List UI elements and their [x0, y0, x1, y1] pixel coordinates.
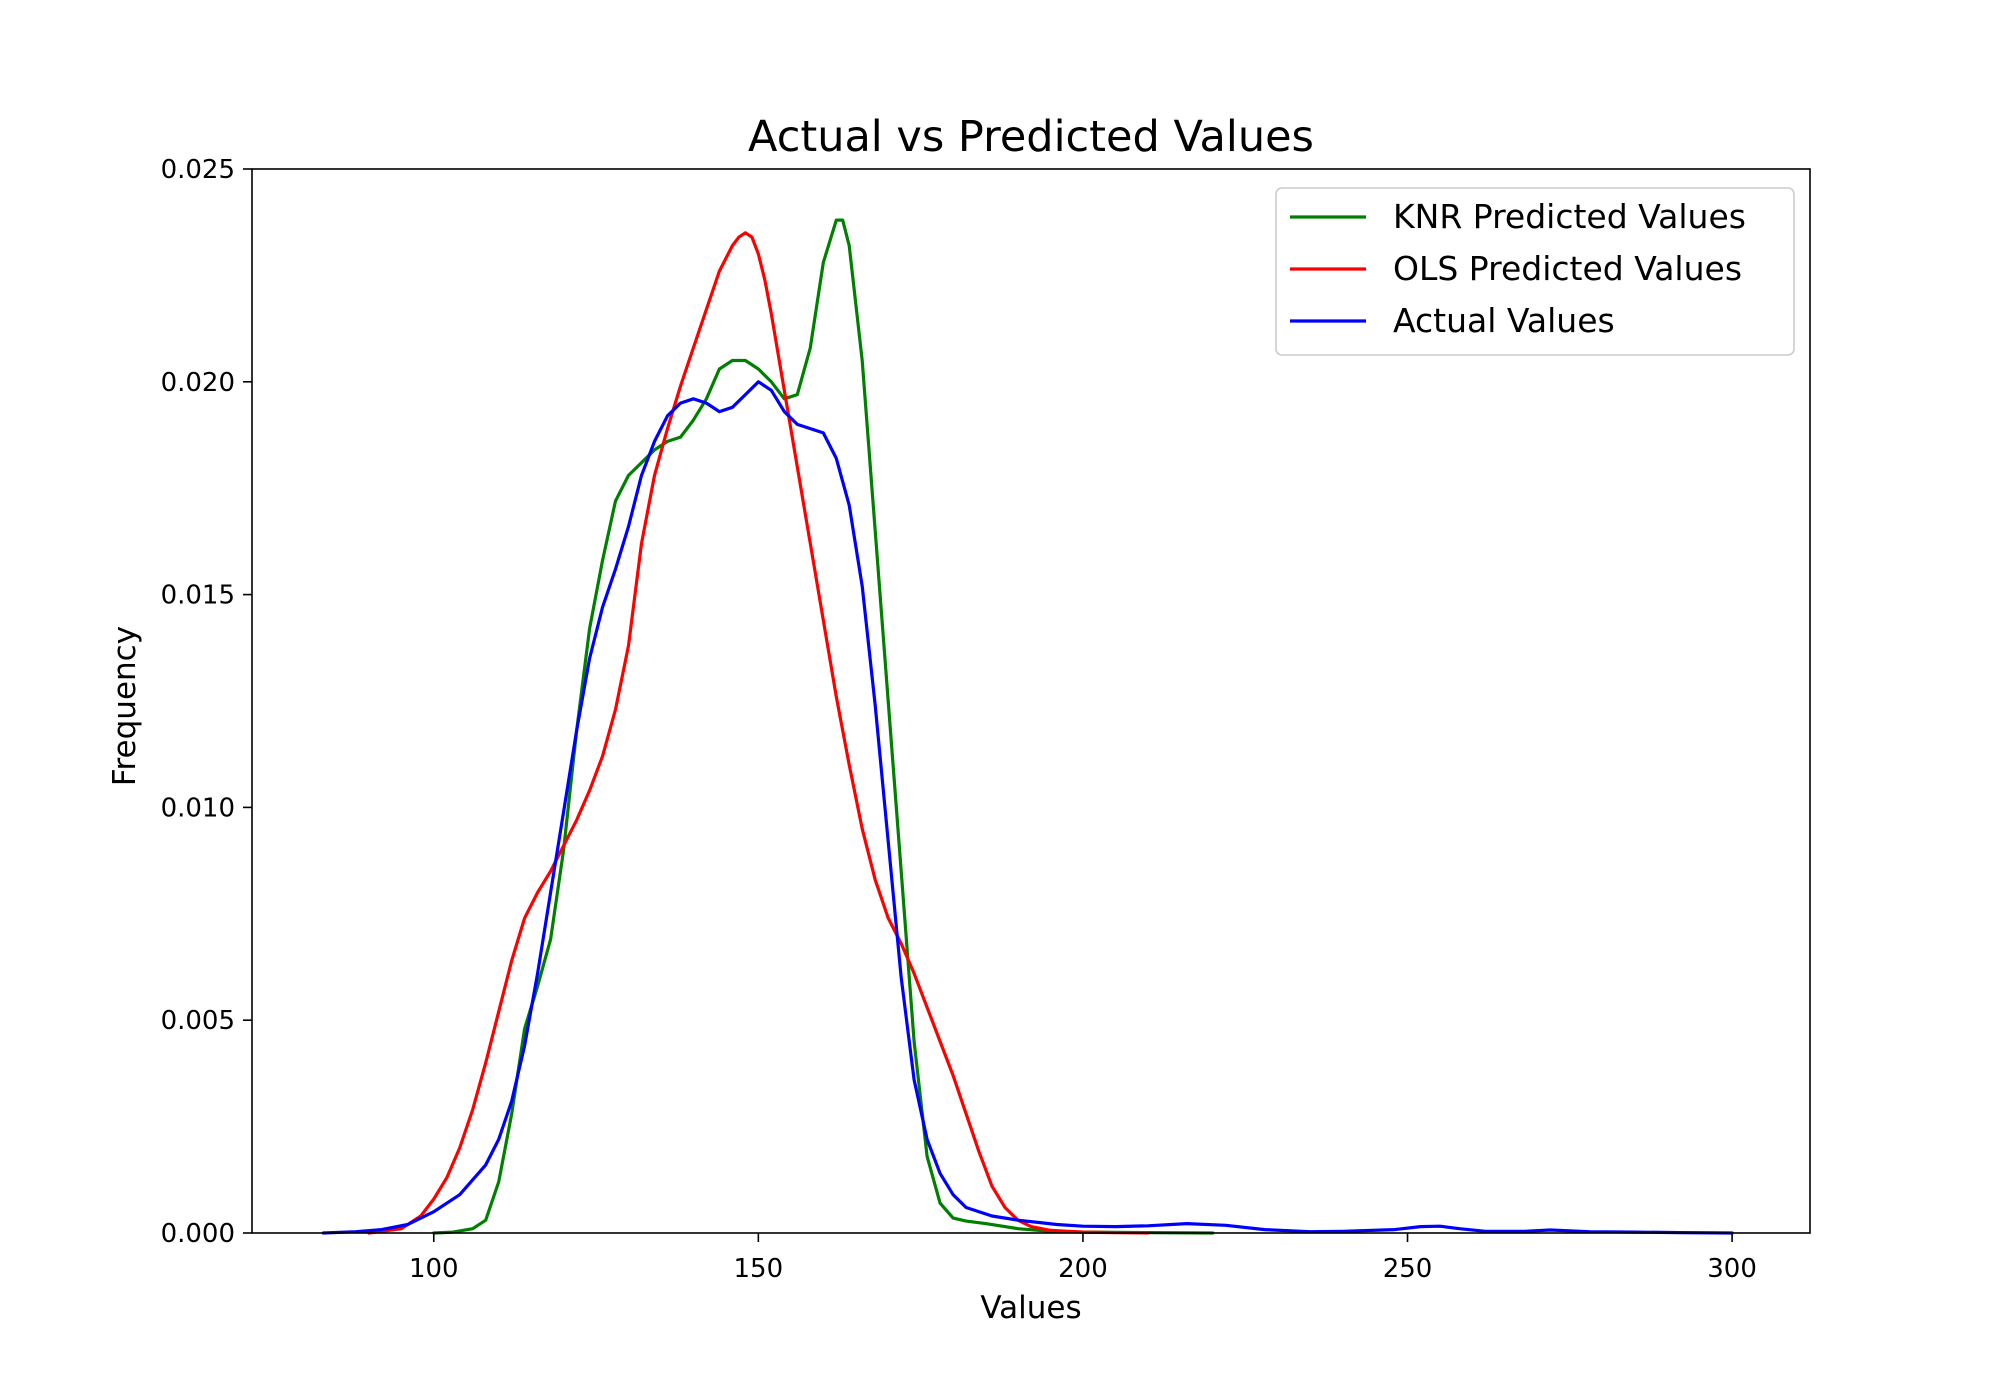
plot-frame — [251, 168, 1811, 1234]
chart-title: Actual vs Predicted Values — [748, 112, 1314, 162]
legend-label-2: Actual Values — [1393, 301, 1615, 340]
y-tick-label-5: 0.025 — [161, 155, 235, 185]
y-tick-label-2: 0.010 — [161, 793, 235, 823]
y-tick-label-1: 0.005 — [161, 1006, 235, 1036]
legend-box — [1275, 187, 1795, 356]
x-tick-label-0: 100 — [409, 1254, 459, 1284]
series-line-2 — [321, 380, 1734, 1235]
x-tick-label-2: 200 — [1058, 1254, 1108, 1284]
legend-label-1: OLS Predicted Values — [1393, 249, 1742, 288]
y-tick-label-0: 0.000 — [161, 1219, 235, 1249]
plot-area — [321, 218, 1734, 1235]
x-tick-label-1: 150 — [734, 1254, 784, 1284]
series-line-0 — [432, 218, 1215, 1235]
y-axis-label: Frequency — [107, 626, 143, 786]
legend-label-0: KNR Predicted Values — [1393, 197, 1746, 236]
legend: KNR Predicted Values OLS Predicted Values… — [1275, 187, 1795, 356]
y-tick-label-4: 0.020 — [161, 368, 235, 398]
x-tick-label-4: 300 — [1707, 1254, 1757, 1284]
y-tick-label-3: 0.015 — [161, 581, 235, 611]
series-line-1 — [367, 231, 1150, 1235]
axes: 100 150 200 250 300 0.000 0.005 0.010 0.015 0.020… — [161, 155, 1811, 1284]
x-axis-label: Values — [980, 1290, 1081, 1326]
x-tick-label-3: 250 — [1383, 1254, 1433, 1284]
